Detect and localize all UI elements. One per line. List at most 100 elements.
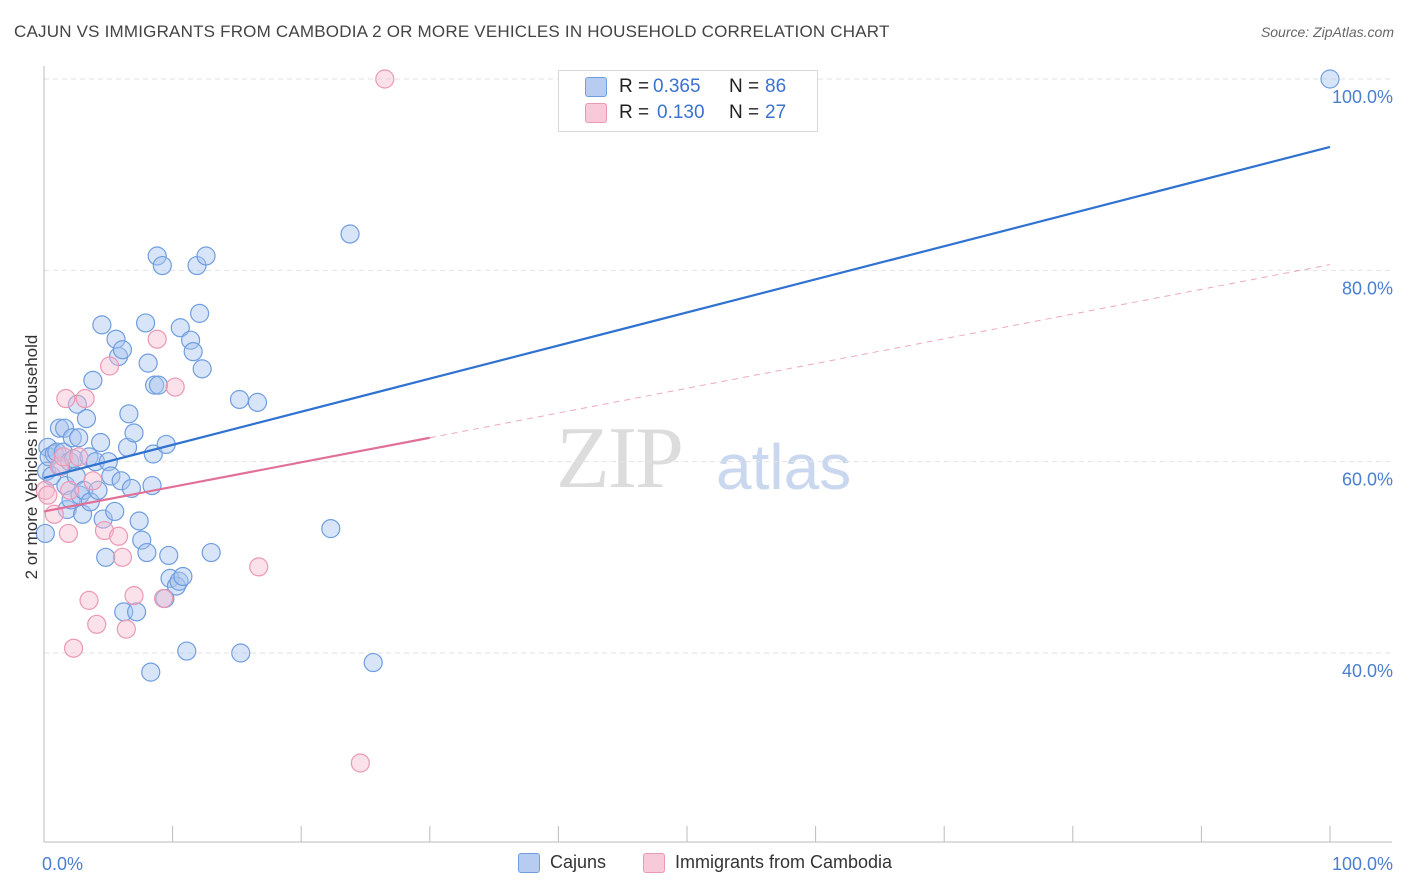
source-label: Source: ZipAtlas.com xyxy=(1260,24,1394,40)
cajun-point xyxy=(105,501,125,522)
cambodia-point xyxy=(63,638,84,658)
legend-n-value: 27 xyxy=(765,102,787,123)
cajun-point xyxy=(129,511,149,531)
cambodia-point xyxy=(116,619,136,639)
cajun-point xyxy=(53,442,73,462)
cajun-point xyxy=(83,370,103,390)
cajun-point xyxy=(119,404,139,424)
cajun-trend-line xyxy=(43,145,1331,479)
legend-r-value: 0.130 xyxy=(657,102,705,123)
cajun-point xyxy=(137,542,157,563)
watermark-atlas: atlas xyxy=(716,431,852,503)
cajun-point xyxy=(49,418,70,438)
cajun-point xyxy=(88,480,108,500)
y-tick-label: 80.0% xyxy=(1342,278,1393,298)
cambodia-point xyxy=(83,471,103,491)
correlation-legend: R = 0.365 N = 86 R = 0.130 N = 27 xyxy=(558,70,818,132)
cajun-point xyxy=(1320,69,1340,89)
chart-title: CAJUN VS IMMIGRANTS FROM CAMBODIA 2 OR M… xyxy=(14,22,890,41)
cambodia-point xyxy=(94,520,115,541)
cambodia-point xyxy=(147,329,167,349)
cajun-point xyxy=(111,471,131,491)
cambodia-point xyxy=(87,614,107,634)
y-tick-label: 100.0% xyxy=(1332,87,1393,107)
cajun-point xyxy=(96,547,116,567)
cajun-point xyxy=(183,342,203,362)
cambodia-point xyxy=(112,547,133,567)
cajun-point xyxy=(231,643,251,663)
cambodia-point xyxy=(58,523,79,544)
legend-n-label: N = xyxy=(729,76,760,97)
cajun-point xyxy=(54,418,75,438)
cambodia-points xyxy=(35,69,395,773)
cajun-point xyxy=(124,423,144,443)
legend-swatch-cajun xyxy=(585,77,607,97)
cajun-point xyxy=(62,428,82,448)
cajun-point xyxy=(126,602,147,622)
axes xyxy=(43,66,1392,843)
cajun-point xyxy=(363,652,383,673)
cajun-point xyxy=(229,389,250,410)
cajun-point xyxy=(192,359,212,379)
cambodia-point xyxy=(99,356,120,376)
trend-lines xyxy=(43,145,1331,513)
cajun-point xyxy=(138,353,158,373)
cajun-point xyxy=(141,662,161,682)
cambodia-point xyxy=(108,526,129,546)
cambodia-point xyxy=(53,447,73,467)
legend-r-value: 0.365 xyxy=(653,76,701,97)
cambodia-trend-extension xyxy=(429,264,1331,439)
cambodia-point xyxy=(38,485,58,505)
cambodia-point xyxy=(56,388,76,409)
legend-n-label: N = xyxy=(729,102,760,123)
grid-lines xyxy=(44,78,1392,654)
cajun-point xyxy=(35,523,55,544)
cambodia-point xyxy=(249,557,269,577)
bottom-legend-label-cajun: Cajuns xyxy=(550,852,607,872)
cajun-point xyxy=(112,340,133,360)
cajun-point xyxy=(196,246,216,266)
legend-swatch-cambodia xyxy=(585,103,607,123)
cajun-point xyxy=(181,330,201,350)
cambodia-point xyxy=(79,590,99,610)
cajun-point xyxy=(135,313,156,333)
cambodia-point xyxy=(153,588,174,609)
cajun-point xyxy=(67,394,88,414)
cajun-point xyxy=(201,542,221,563)
y-tick-label: 60.0% xyxy=(1342,470,1393,490)
x-tick-label: 100.0% xyxy=(1332,854,1393,874)
x-tick-label: 0.0% xyxy=(42,854,83,874)
watermark-zip: ZIP xyxy=(556,410,684,507)
cambodia-point xyxy=(60,480,80,500)
cajun-point xyxy=(173,566,193,587)
cajun-point xyxy=(147,246,167,266)
cajun-point xyxy=(159,545,179,566)
cajun-point xyxy=(76,409,97,429)
cajun-point xyxy=(132,530,152,550)
cambodia-point xyxy=(49,456,70,477)
y-axis-label: 2 or more Vehicles in Household xyxy=(22,334,41,580)
cajun-point xyxy=(170,318,190,338)
cambodia-point xyxy=(124,585,144,606)
cajun-point xyxy=(69,428,89,448)
y-tick-label: 40.0% xyxy=(1342,661,1393,681)
bottom-legend-label-cambodia: Immigrants from Cambodia xyxy=(675,852,893,872)
cajun-point xyxy=(190,303,210,323)
cajun-point xyxy=(90,432,111,453)
cajun-point xyxy=(92,315,112,335)
cajun-points xyxy=(35,69,1340,682)
cambodia-point xyxy=(69,447,89,467)
cajun-point xyxy=(340,224,360,244)
cajun-point xyxy=(152,255,172,276)
cajun-point xyxy=(101,466,121,486)
bottom-legend-swatch-cambodia xyxy=(643,853,665,873)
cambodia-point xyxy=(165,377,185,397)
legend-n-value: 86 xyxy=(765,76,787,97)
tick-labels: 40.0% 60.0% 80.0% 100.0% 0.0% 100.0% xyxy=(42,87,1393,874)
cajun-point xyxy=(177,641,197,661)
legend-r-label: R = xyxy=(619,76,650,97)
cajun-point xyxy=(321,519,341,539)
cambodia-point xyxy=(75,388,95,409)
cajun-point xyxy=(148,375,169,395)
